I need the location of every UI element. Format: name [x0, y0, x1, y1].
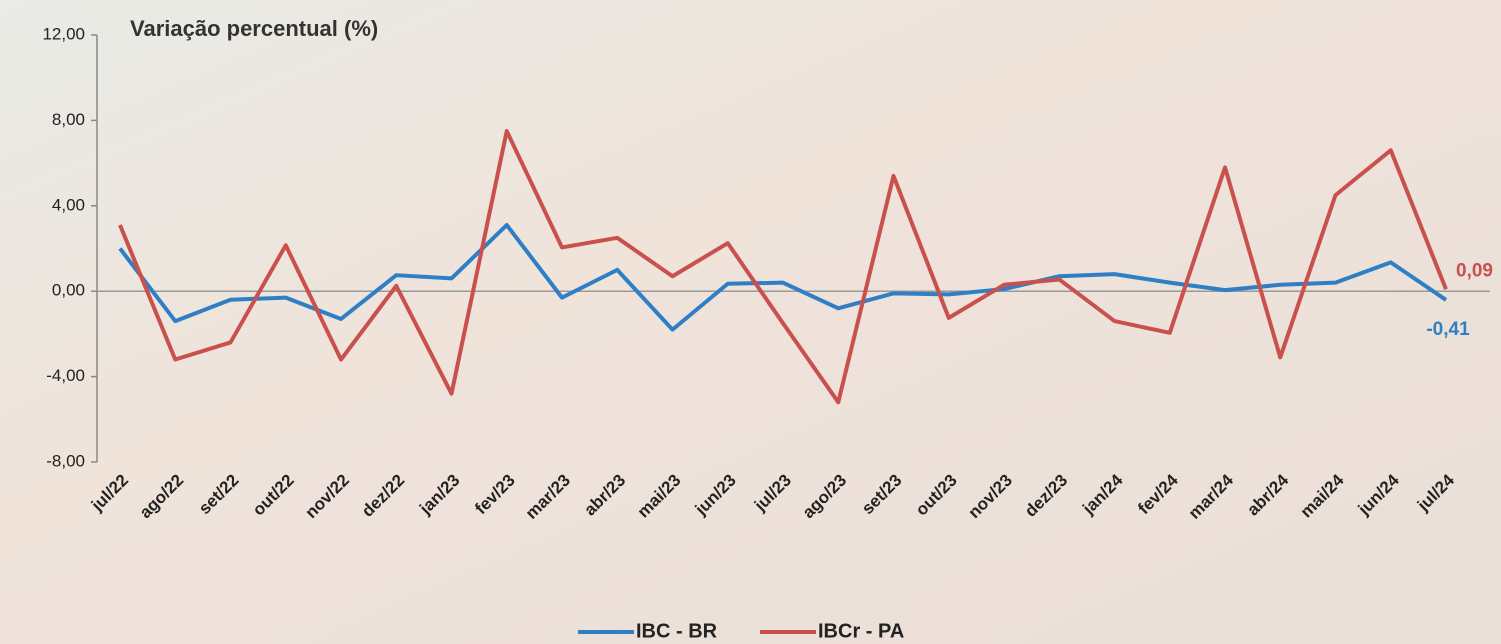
data-label: -0,41: [1426, 319, 1470, 340]
series-line: [118, 129, 1448, 405]
y-tick-label: -8,00: [46, 451, 85, 470]
chart-title: Variação percentual (%): [130, 16, 378, 41]
y-tick-label: -4,00: [46, 366, 85, 385]
y-tick-label: 8,00: [52, 110, 85, 129]
legend-label: IBCr - PA: [818, 620, 904, 642]
data-label: 0,09: [1456, 260, 1493, 281]
y-tick-label: 12,00: [42, 24, 85, 43]
series-line: [118, 223, 1448, 332]
y-tick-label: 4,00: [52, 195, 85, 214]
y-tick-label: 0,00: [52, 281, 85, 300]
legend-label: IBC - BR: [636, 620, 718, 642]
